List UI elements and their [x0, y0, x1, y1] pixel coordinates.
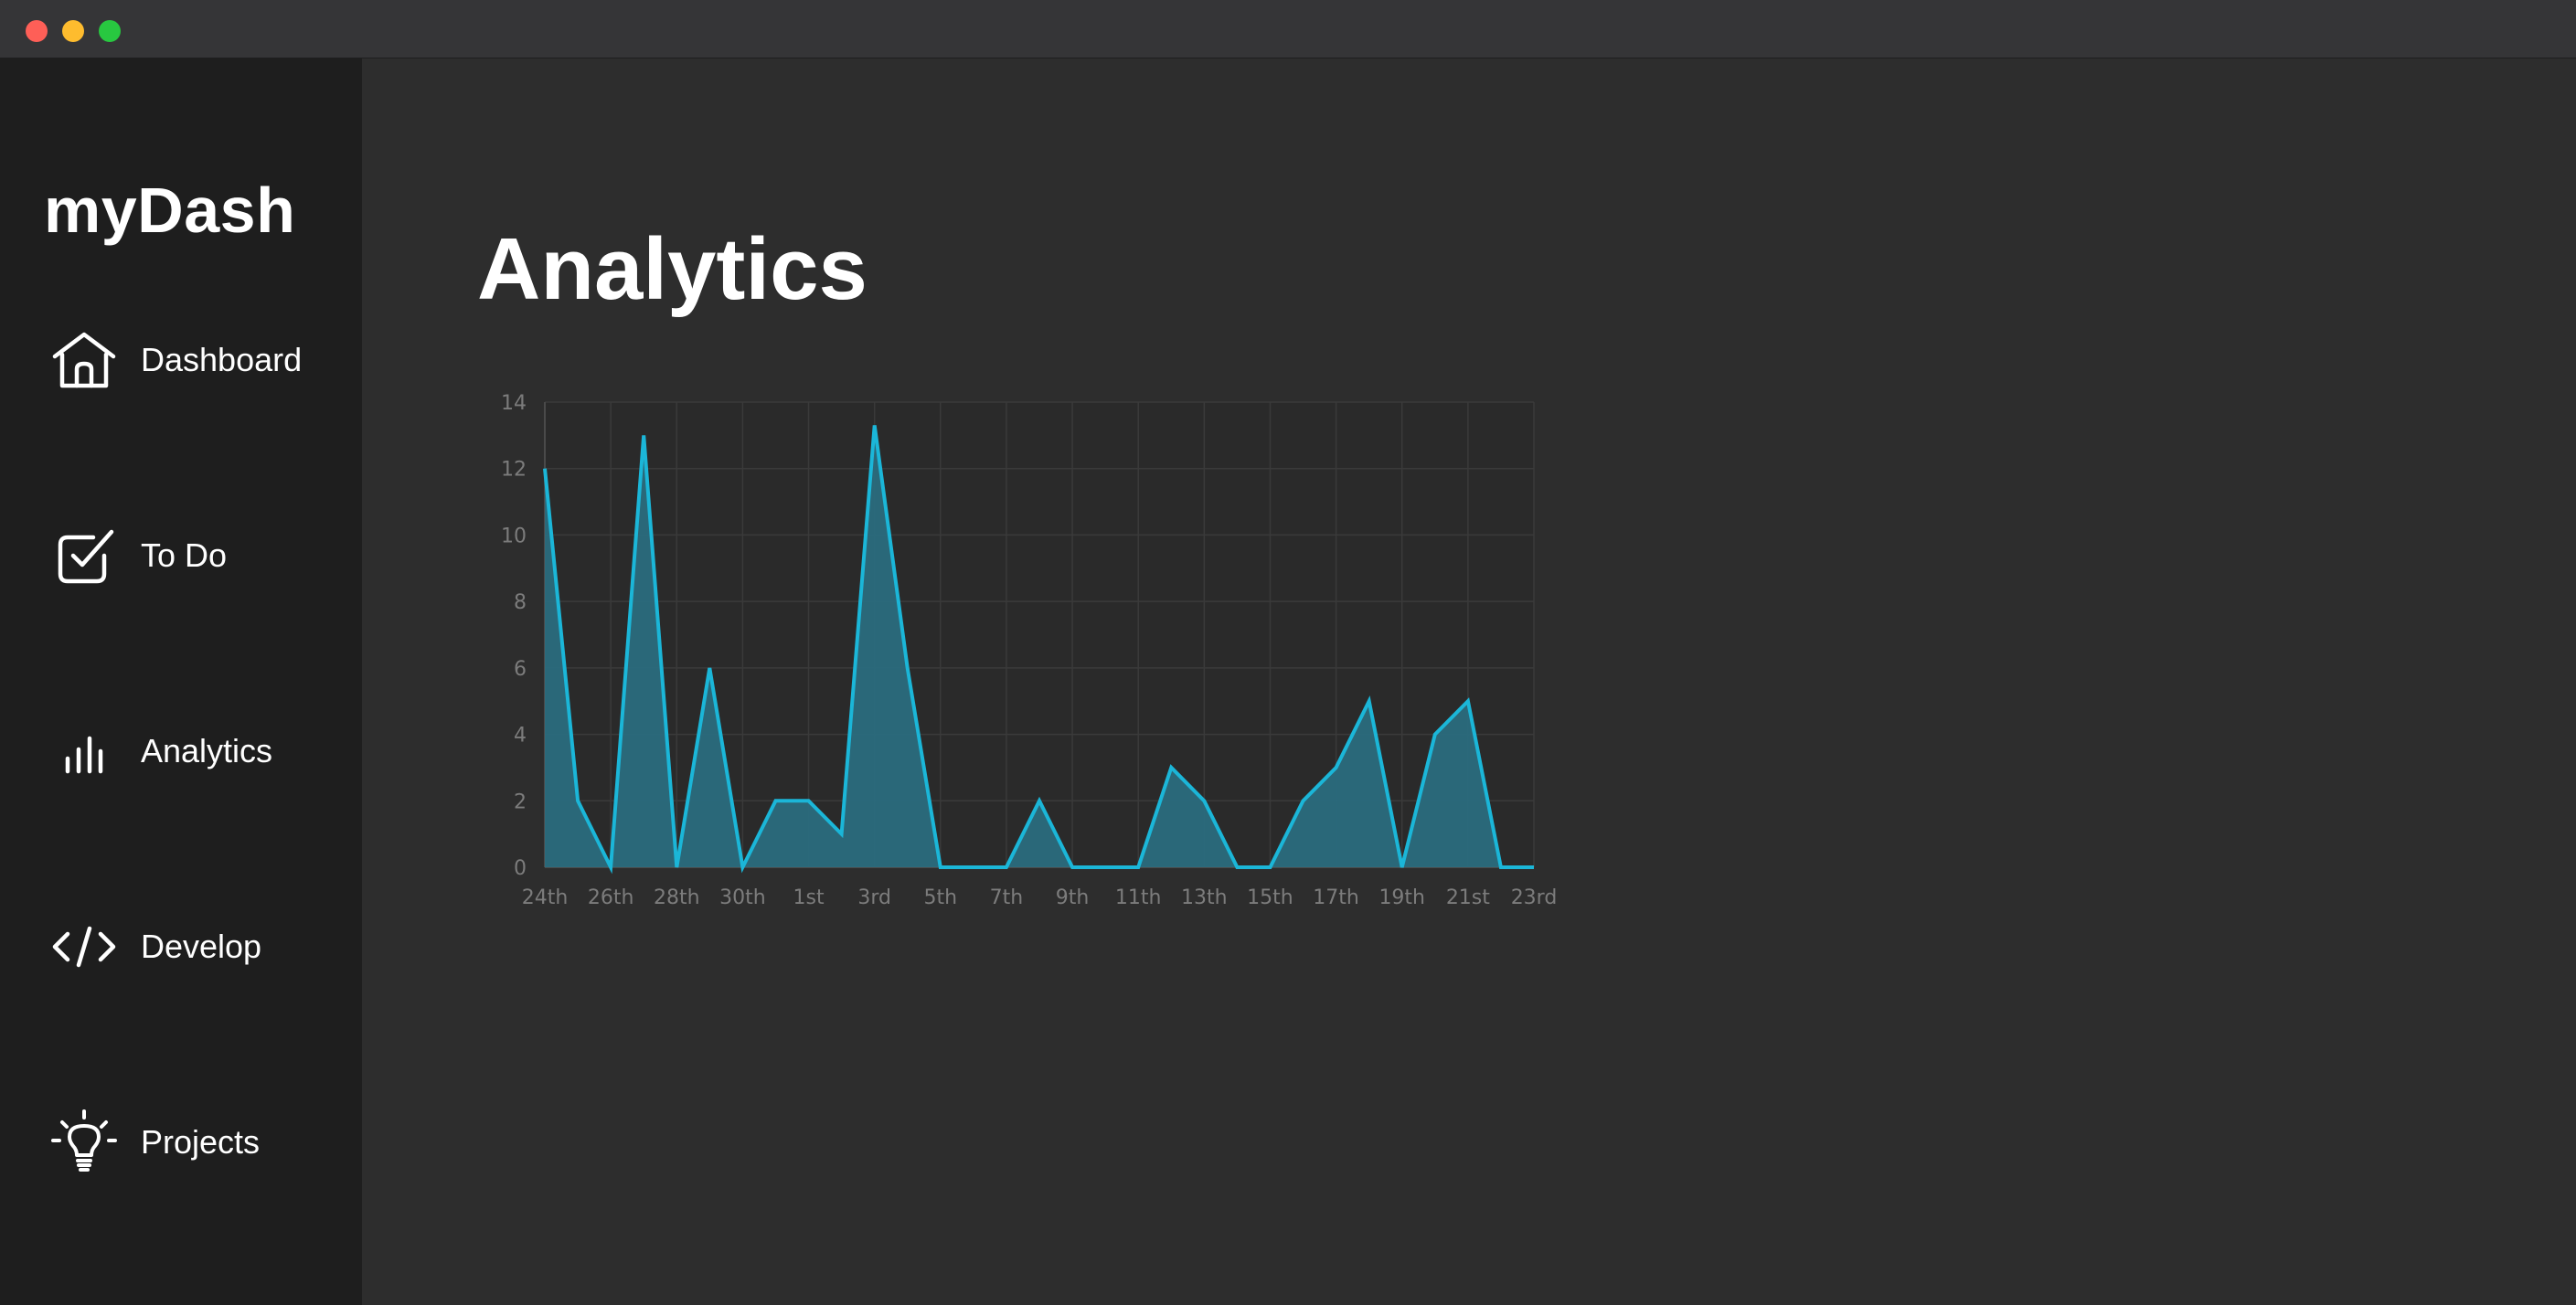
bar-chart-icon — [51, 718, 117, 784]
x-tick-label: 17th — [1313, 886, 1359, 909]
y-tick-label: 12 — [501, 459, 527, 482]
close-window-button[interactable] — [26, 20, 48, 42]
x-tick-label: 19th — [1378, 886, 1425, 909]
y-tick-label: 4 — [514, 725, 527, 748]
sidebar-item-label: Dashboard — [141, 341, 303, 378]
lightbulb-icon — [51, 1109, 117, 1175]
x-axis-ticks: 24th 26th 28th 30th 1st 3rd 5th 7th 9th 11th 13th 1… — [522, 886, 1558, 909]
x-tick-label: 24th — [522, 886, 569, 909]
x-tick-label: 1st — [793, 886, 824, 909]
x-tick-label: 30th — [719, 886, 766, 909]
x-tick-label: 13th — [1181, 886, 1228, 909]
x-tick-label: 5th — [924, 886, 958, 909]
y-tick-label: 8 — [514, 591, 527, 614]
sidebar-item-projects[interactable]: Projects — [51, 1106, 344, 1179]
y-tick-label: 6 — [514, 658, 527, 681]
sidebar-item-analytics[interactable]: Analytics — [51, 715, 344, 788]
chart-series — [543, 425, 1534, 875]
y-tick-label: 2 — [514, 790, 527, 813]
x-tick-label: 11th — [1115, 886, 1162, 909]
code-icon — [51, 914, 117, 980]
x-tick-label: 21st — [1446, 886, 1490, 909]
x-tick-label: 28th — [654, 886, 700, 909]
window-titlebar — [0, 0, 2576, 58]
sidebar: myDash Dashboard To Do — [0, 58, 362, 1305]
series-line — [543, 425, 1534, 875]
checkbox-icon — [51, 523, 117, 589]
sidebar-item-dashboard[interactable]: Dashboard — [51, 324, 344, 397]
sidebar-item-todo[interactable]: To Do — [51, 519, 344, 592]
home-icon — [51, 327, 117, 393]
x-tick-label: 7th — [990, 886, 1024, 909]
series-area-fill — [545, 425, 1534, 867]
x-tick-label: 23rd — [1511, 886, 1558, 909]
maximize-window-button[interactable] — [99, 20, 121, 42]
x-tick-label: 9th — [1056, 886, 1090, 909]
y-axis-ticks: 0 2 4 6 8 10 12 14 — [501, 392, 527, 880]
x-tick-label: 26th — [588, 886, 634, 909]
sidebar-item-label: Develop — [141, 928, 262, 965]
y-tick-label: 14 — [501, 392, 527, 415]
app-brand: myDash — [44, 175, 296, 246]
page-title: Analytics — [477, 220, 868, 318]
minimize-window-button[interactable] — [62, 20, 84, 42]
sidebar-item-label: To Do — [141, 536, 228, 574]
x-tick-label: 15th — [1247, 886, 1293, 909]
sidebar-item-label: Projects — [141, 1123, 261, 1161]
y-tick-label: 0 — [514, 857, 527, 880]
x-tick-label: 3rd — [857, 886, 891, 909]
sidebar-item-label: Analytics — [141, 732, 273, 769]
sidebar-item-develop[interactable]: Develop — [51, 910, 344, 983]
y-tick-label: 10 — [501, 525, 527, 547]
